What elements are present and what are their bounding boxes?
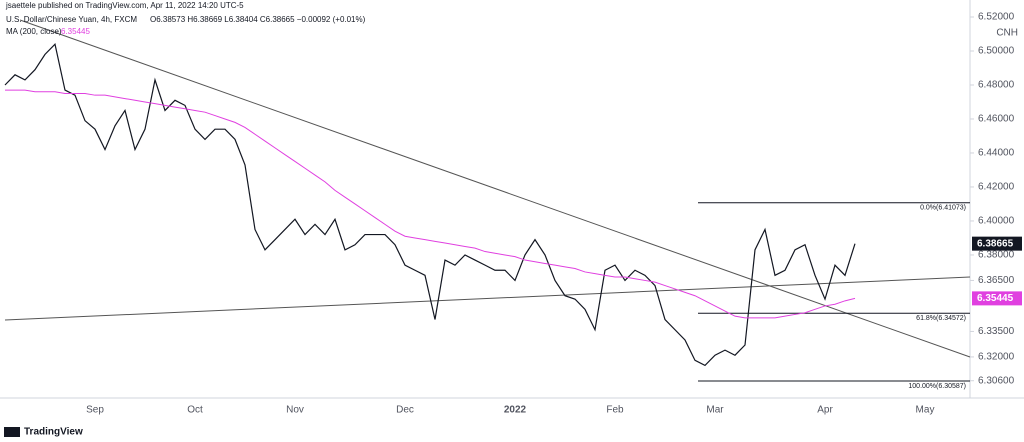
x-tick-label: Dec [396, 405, 414, 416]
y-tick-label: 6.32000 [978, 352, 1015, 363]
y-tick-label: 6.38000 [978, 250, 1015, 261]
price-line [4, 42, 856, 367]
fib-label: 100.00%(6.30587) [908, 383, 966, 390]
y-tick-label: 6.46000 [978, 114, 1015, 125]
last-price-label: 6.35445 [977, 293, 1014, 304]
x-tick-label: May [916, 405, 935, 416]
last-price-box [972, 236, 1022, 251]
x-tick-label: 2022 [504, 405, 527, 416]
y-tick-label: 6.44000 [978, 148, 1015, 159]
x-tick-label: Sep [86, 405, 104, 416]
x-tick-label: Nov [286, 405, 304, 416]
fib-label: 0.0%(6.41073) [920, 205, 966, 212]
currency: CNH [996, 28, 1018, 39]
last-price-label: 6.38665 [977, 238, 1014, 249]
moving-average [5, 89, 856, 319]
logo [4, 427, 20, 437]
x-tick-label: Apr [817, 405, 833, 416]
ohlc: O6.38573 H6.38669 L6.38404 C6.38665 −0.0… [150, 15, 366, 24]
y-tick-label: 6.40000 [978, 216, 1015, 227]
ma-value: 6.35445 [61, 27, 90, 36]
y-tick-label: 6.50000 [978, 46, 1015, 57]
x-tick-label: Mar [706, 405, 724, 416]
y-tick-label: 6.33500 [978, 326, 1015, 337]
y-tick-label: 6.52000 [978, 12, 1015, 23]
y-tick-label: 6.30600 [978, 375, 1015, 386]
x-tick-label: Oct [187, 405, 203, 416]
symbol-title: U.S. Dollar/Chinese Yuan, 4h, FXCM [6, 15, 137, 24]
ma-name: MA (200, close) [6, 27, 62, 36]
trend-line [19, 19, 971, 358]
y-tick-label: 6.48000 [978, 80, 1015, 91]
publisher: jsaettele published on TradingView.com, … [5, 1, 244, 10]
y-tick-label: 6.36500 [978, 275, 1015, 286]
fib-label: 61.8%(6.34572) [916, 315, 966, 322]
trend-line [4, 276, 971, 321]
footer: TradingView [24, 427, 83, 438]
x-tick-label: Feb [606, 405, 624, 416]
last-price-box [972, 291, 1022, 306]
y-tick-label: 6.42000 [978, 182, 1015, 193]
